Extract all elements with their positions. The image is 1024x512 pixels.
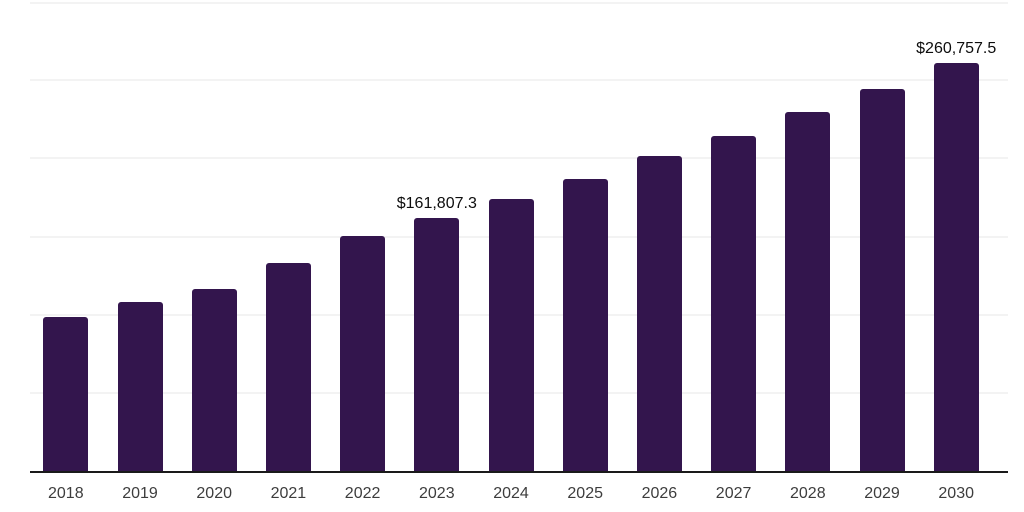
x-tick-label-2022: 2022	[344, 485, 381, 502]
data-label-2030: $260,757.5	[916, 40, 997, 58]
bar-2023	[414, 218, 460, 471]
gridline-300000	[30, 2, 1008, 4]
x-tick-label-2029: 2029	[864, 485, 900, 502]
x-tick-label-2023: 2023	[419, 485, 455, 502]
x-tick-label-2020: 2020	[196, 485, 232, 502]
x-tick-label-2025: 2025	[567, 485, 603, 502]
bar-2018	[43, 316, 89, 471]
bar-2026	[636, 156, 682, 471]
bar-2027	[711, 135, 757, 471]
bar-2029	[859, 88, 905, 471]
x-tick-label-2019: 2019	[122, 485, 158, 502]
data-label-2023: $161,807.3	[396, 195, 477, 213]
bar-2019	[117, 302, 163, 471]
x-tick-label-2018: 2018	[48, 485, 84, 502]
plot-area: $161,807.3 $260,757.5	[30, 2, 1008, 473]
bar-2021	[265, 263, 311, 471]
x-tick-label-2024: 2024	[493, 485, 529, 502]
gridline-250000	[30, 79, 1008, 82]
bar-2020	[191, 289, 237, 471]
x-tick-label-2021: 2021	[270, 485, 307, 502]
gridline-200000	[30, 157, 1008, 160]
x-tick-label-2028: 2028	[790, 485, 826, 502]
bar-2030	[933, 63, 979, 471]
bar-2024	[488, 198, 534, 471]
bar-2025	[562, 178, 608, 471]
x-tick-label-2027: 2027	[715, 485, 752, 502]
bar-2028	[785, 112, 831, 471]
x-tick-label-2030: 2030	[938, 485, 974, 502]
x-tick-label-2026: 2026	[641, 485, 678, 502]
bar-2022	[340, 235, 386, 471]
